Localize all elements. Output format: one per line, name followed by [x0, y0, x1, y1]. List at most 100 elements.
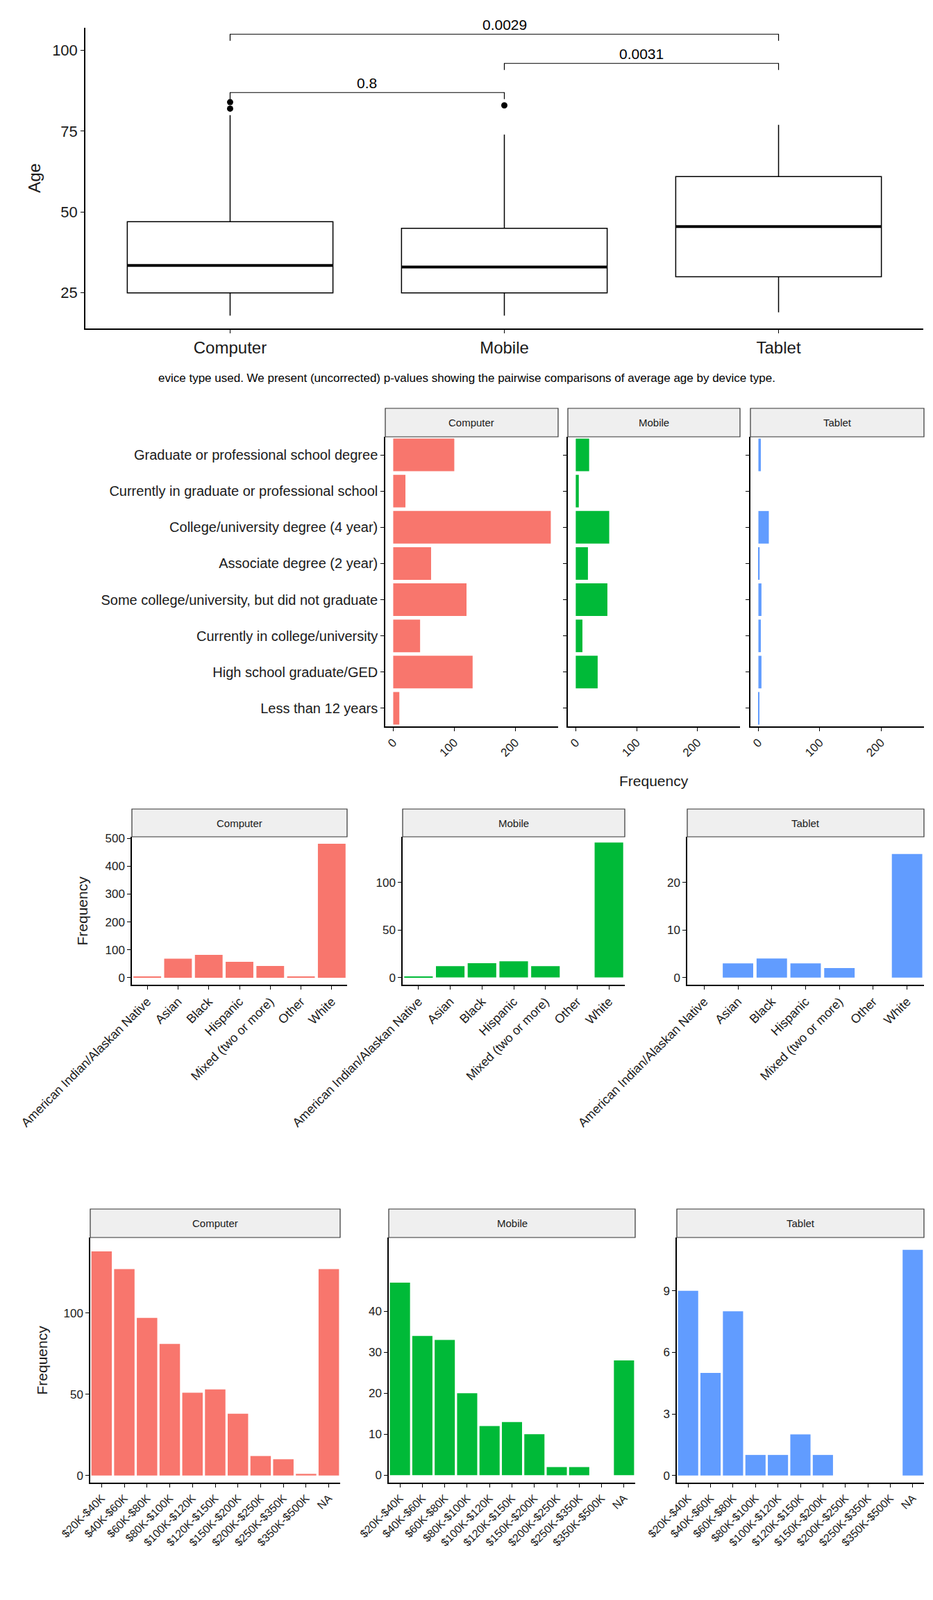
svg-text:$120K-$150K: $120K-$150K — [749, 1491, 806, 1548]
svg-text:American Indian/Alaskan Native: American Indian/Alaskan Native — [575, 994, 711, 1130]
svg-text:$350K-$500K: $350K-$500K — [550, 1491, 607, 1548]
svg-text:Frequency: Frequency — [619, 772, 689, 789]
svg-text:Frequency: Frequency — [74, 876, 91, 946]
svg-text:3: 3 — [662, 1407, 670, 1421]
svg-text:$150K-$200K: $150K-$200K — [483, 1491, 540, 1548]
svg-text:200: 200 — [863, 735, 887, 759]
svg-text:$20K-$40K: $20K-$40K — [357, 1491, 406, 1540]
svg-text:500: 500 — [104, 831, 125, 845]
svg-text:Tablet: Tablet — [755, 338, 801, 357]
svg-text:$100K-$120K: $100K-$120K — [141, 1491, 198, 1548]
svg-text:0: 0 — [673, 971, 680, 985]
svg-text:100: 100 — [52, 41, 78, 60]
svg-text:0.0031: 0.0031 — [619, 45, 664, 62]
svg-text:NA: NA — [610, 1491, 630, 1511]
svg-text:Currently in graduate or profe: Currently in graduate or professional sc… — [108, 483, 378, 499]
svg-text:Black: Black — [456, 994, 489, 1027]
svg-text:$40K-$60K: $40K-$60K — [380, 1491, 429, 1540]
svg-text:0: 0 — [76, 1468, 83, 1483]
svg-text:$200K-$250K: $200K-$250K — [794, 1491, 851, 1548]
svg-text:NA: NA — [315, 1491, 335, 1511]
svg-text:$40K-$60K: $40K-$60K — [81, 1491, 130, 1540]
svg-text:White: White — [583, 994, 616, 1027]
svg-text:Other: Other — [551, 994, 584, 1027]
svg-text:Mobile: Mobile — [498, 817, 529, 829]
svg-text:Mobile: Mobile — [479, 338, 529, 357]
svg-text:20: 20 — [667, 876, 681, 890]
svg-text:100: 100 — [437, 735, 461, 759]
svg-text:American Indian/Alaskan Native: American Indian/Alaskan Native — [18, 994, 155, 1130]
svg-text:Computer: Computer — [192, 1216, 239, 1229]
svg-text:$80K-$100K: $80K-$100K — [122, 1491, 175, 1544]
svg-text:Computer: Computer — [216, 817, 263, 829]
svg-text:0: 0 — [374, 1468, 382, 1482]
svg-text:0.8: 0.8 — [356, 74, 377, 91]
svg-text:Black: Black — [183, 994, 216, 1027]
svg-text:$100K-$120K: $100K-$120K — [438, 1491, 495, 1548]
svg-text:100: 100 — [375, 876, 395, 890]
svg-text:$100K-$120K: $100K-$120K — [726, 1491, 784, 1548]
svg-text:Associate degree (2 year): Associate degree (2 year) — [218, 555, 378, 571]
svg-text:$250K-$350K: $250K-$350K — [528, 1491, 585, 1548]
svg-text:Mixed (two or more): Mixed (two or more) — [188, 994, 277, 1083]
svg-text:Hispanic: Hispanic — [476, 994, 520, 1038]
svg-text:$60K-$80K: $60K-$80K — [690, 1491, 739, 1540]
svg-text:$80K-$100K: $80K-$100K — [420, 1491, 473, 1544]
svg-text:Tablet: Tablet — [823, 416, 852, 429]
svg-text:evice type used. We present (u: evice type used. We present (uncorrected… — [158, 371, 776, 385]
svg-text:Less than 12 years: Less than 12 years — [260, 700, 378, 716]
svg-text:American Indian/Alaskan Native: American Indian/Alaskan Native — [289, 994, 425, 1130]
svg-text:Tablet: Tablet — [786, 1216, 815, 1229]
svg-text:Tablet: Tablet — [791, 817, 820, 829]
svg-text:100: 100 — [802, 735, 826, 759]
svg-text:Frequency: Frequency — [34, 1325, 50, 1395]
svg-text:Computer: Computer — [193, 338, 267, 357]
svg-text:Hispanic: Hispanic — [768, 994, 813, 1038]
svg-text:$350K-$500K: $350K-$500K — [254, 1491, 311, 1548]
svg-text:Other: Other — [847, 994, 880, 1027]
svg-text:$200K-$250K: $200K-$250K — [506, 1491, 563, 1548]
svg-text:0.0029: 0.0029 — [482, 16, 527, 33]
svg-text:300: 300 — [104, 887, 125, 901]
svg-text:NA: NA — [898, 1491, 919, 1511]
svg-text:Black: Black — [746, 994, 779, 1027]
svg-text:$40K-$60K: $40K-$60K — [668, 1491, 717, 1540]
svg-text:$350K-$500K: $350K-$500K — [839, 1491, 896, 1548]
svg-text:0: 0 — [662, 1468, 670, 1483]
svg-text:$120K-$150K: $120K-$150K — [460, 1491, 518, 1548]
svg-text:0: 0 — [118, 971, 125, 985]
svg-text:$120K-$150K: $120K-$150K — [164, 1491, 221, 1548]
svg-text:30: 30 — [368, 1345, 382, 1359]
svg-text:$250K-$350K: $250K-$350K — [817, 1491, 874, 1548]
svg-text:200: 200 — [680, 735, 704, 759]
svg-text:0: 0 — [750, 735, 765, 750]
svg-text:Hispanic: Hispanic — [202, 994, 246, 1038]
svg-text:High school graduate/GED: High school graduate/GED — [212, 664, 378, 680]
svg-text:Mixed (two or more): Mixed (two or more) — [757, 994, 846, 1083]
svg-text:0: 0 — [388, 971, 395, 985]
svg-text:$200K-$250K: $200K-$250K — [209, 1491, 266, 1548]
svg-text:20: 20 — [368, 1386, 382, 1400]
svg-text:Mobile: Mobile — [638, 416, 670, 429]
svg-text:Currently in college/universit: Currently in college/university — [196, 628, 378, 644]
svg-text:50: 50 — [70, 1387, 84, 1401]
svg-text:Computer: Computer — [448, 416, 495, 429]
svg-text:Other: Other — [275, 994, 308, 1027]
svg-text:Asian: Asian — [712, 994, 745, 1027]
svg-text:40: 40 — [368, 1304, 382, 1318]
svg-text:White: White — [305, 994, 339, 1027]
svg-text:6: 6 — [662, 1345, 670, 1359]
svg-text:$60K-$80K: $60K-$80K — [104, 1491, 153, 1540]
svg-text:10: 10 — [667, 923, 681, 937]
svg-text:50: 50 — [382, 923, 396, 937]
svg-text:Mobile: Mobile — [497, 1216, 528, 1229]
svg-text:0: 0 — [567, 735, 582, 750]
svg-text:100: 100 — [104, 943, 125, 957]
svg-text:0: 0 — [385, 735, 400, 750]
svg-text:100: 100 — [619, 735, 643, 759]
svg-text:200: 200 — [104, 915, 125, 929]
svg-text:25: 25 — [60, 283, 78, 302]
svg-text:9: 9 — [662, 1284, 670, 1298]
svg-text:$150K-$200K: $150K-$200K — [186, 1491, 243, 1548]
svg-text:Asian: Asian — [152, 994, 185, 1027]
